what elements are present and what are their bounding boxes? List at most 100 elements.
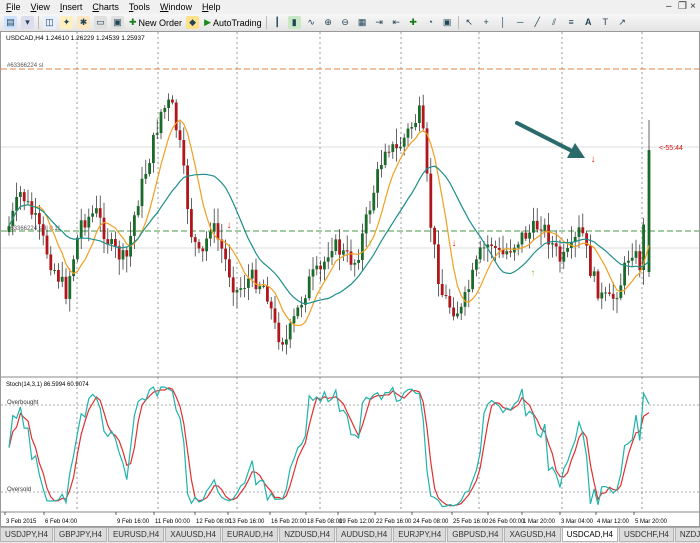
candlesticks-icon[interactable]: ▮: [287, 16, 301, 29]
new-order-icon: ✚: [129, 17, 137, 27]
candle-body: [102, 217, 106, 240]
candle-body: [87, 216, 91, 228]
zoom-out-icon[interactable]: ⊖: [341, 17, 349, 27]
terminal-icon[interactable]: ▭: [94, 16, 107, 29]
tab-euraud-h4[interactable]: EURAUD,H4: [222, 528, 279, 542]
bar-chart-icon[interactable]: ┃: [274, 17, 280, 27]
candle-body: [334, 239, 338, 252]
text-icon[interactable]: A: [584, 17, 592, 27]
buy-signal-arrow-icon: ↑: [531, 268, 536, 279]
trendline-icon[interactable]: ╱: [534, 17, 540, 27]
navigator-icon[interactable]: ✱: [77, 16, 90, 29]
tab-eurusd-h4[interactable]: EURUSD,H4: [107, 528, 165, 542]
new-order-button[interactable]: ✚ New Order: [129, 17, 183, 28]
fibonacci-icon[interactable]: ≡: [568, 17, 574, 27]
candle-body: [83, 220, 87, 228]
candle-body: [647, 150, 651, 272]
menu-window[interactable]: Window: [159, 2, 192, 12]
indicators-icon[interactable]: ✚: [409, 17, 417, 27]
close-icon[interactable]: ×: [690, 1, 696, 12]
tab-gbpjpy-h4[interactable]: GBPJPY,H4: [53, 528, 107, 542]
candle-body: [307, 276, 311, 299]
menu-charts[interactable]: Charts: [92, 2, 119, 12]
strategy-tester-icon[interactable]: ▣: [111, 16, 124, 29]
candle-body: [418, 105, 421, 123]
line-chart-icon[interactable]: ∿: [307, 17, 315, 27]
candle-body: [315, 265, 319, 270]
metaeditor-icon[interactable]: ◆: [186, 16, 200, 29]
candle-body: [121, 250, 125, 260]
vertical-line-icon[interactable]: │: [500, 17, 506, 27]
tab-nzdusd-h4[interactable]: NZDUSD,H4: [279, 528, 336, 542]
tile-windows-icon[interactable]: ▦: [357, 17, 367, 27]
candle-body: [410, 127, 414, 129]
candle-body: [125, 250, 129, 257]
candle-body: [623, 262, 626, 286]
candle-body: [478, 247, 482, 260]
market-watch-icon[interactable]: ◫: [43, 16, 56, 29]
menu-file[interactable]: File: [6, 2, 21, 12]
candle-body: [611, 293, 615, 299]
menu-help[interactable]: Help: [201, 2, 221, 12]
candle-body: [72, 259, 75, 277]
candle-body: [490, 244, 493, 246]
candle-body: [532, 220, 535, 233]
new-chart-icon[interactable]: ▤: [4, 16, 17, 29]
candle-body: [155, 133, 159, 135]
oversold-label: Oversold: [7, 487, 31, 493]
candle-body: [361, 233, 364, 260]
candle-body: [642, 224, 645, 270]
text-label-icon[interactable]: T: [602, 17, 608, 27]
candle-body: [589, 245, 592, 276]
minimize-icon[interactable]: –: [666, 1, 672, 12]
horizontal-line-icon[interactable]: ─: [516, 17, 524, 27]
candle-body: [231, 277, 235, 293]
periods-icon[interactable]: ◔: [427, 17, 433, 27]
usdcad-h4-chart[interactable]: USDCAD,H4 1.24610 1.26229 1.24539 1.2593…: [1, 32, 699, 526]
restore-icon[interactable]: ❐: [678, 1, 687, 12]
autotrading-button[interactable]: ▶ AutoTrading: [204, 17, 262, 28]
time-axis-label: 12 Feb 08:00: [196, 519, 232, 525]
tab-xauusd-h4[interactable]: XAUUSD,H4: [165, 528, 221, 542]
candle-body: [608, 292, 611, 294]
tab-eurjpy-h4[interactable]: EURJPY,H4: [393, 528, 447, 542]
candle-body: [171, 99, 174, 103]
candle-body: [239, 288, 243, 290]
candle-body: [395, 144, 398, 149]
tab-usdcad-h4[interactable]: USDCAD,H4: [561, 528, 618, 542]
annotation-arrow-head-icon: [567, 143, 585, 158]
tab-usdjpy-h4[interactable]: USDJPY,H4: [0, 528, 53, 542]
tab-gbpusd-h4[interactable]: GBPUSD,H4: [447, 528, 504, 542]
cursor-icon[interactable]: ↖: [465, 17, 473, 27]
crosshair-icon[interactable]: +: [483, 17, 489, 27]
tab-xagusd-h4[interactable]: XAGUSD,H4: [504, 528, 561, 542]
equidistant-channel-icon[interactable]: ⫽: [552, 17, 557, 27]
menu-tools[interactable]: Tools: [128, 2, 150, 12]
candle-body: [288, 323, 292, 340]
candle-body: [98, 208, 102, 218]
auto-scroll-icon[interactable]: ⇥: [375, 17, 383, 27]
stop-loss-label: #63366224 sl: [7, 63, 43, 69]
candle-body: [437, 244, 440, 285]
candle-body: [440, 284, 444, 296]
templates-icon[interactable]: ▣: [442, 17, 452, 27]
tab-audusd-h4[interactable]: AUDUSD,H4: [336, 528, 393, 542]
tab-nzdjpy-h4[interactable]: NZDJPY,H4: [674, 528, 700, 542]
candle-body: [304, 298, 307, 305]
arrows-icon[interactable]: ↗: [618, 17, 626, 27]
candle-body: [630, 257, 634, 261]
candle-body: [22, 192, 26, 202]
candle-body: [114, 239, 117, 247]
chart-window[interactable]: USDCAD,H4 1.24610 1.26229 1.24539 1.2593…: [0, 31, 700, 527]
candle-body: [494, 245, 497, 248]
zoom-in-icon[interactable]: ⊕: [324, 17, 332, 27]
menu-view[interactable]: View: [30, 2, 50, 12]
candle-body: [429, 173, 433, 228]
candle-body: [273, 308, 277, 323]
menu-insert[interactable]: Insert: [59, 2, 83, 12]
candle-body: [144, 173, 148, 179]
chart-shift-icon[interactable]: ⇤: [392, 17, 400, 27]
profiles-icon[interactable]: ▾: [21, 16, 34, 29]
tab-usdchf-h4[interactable]: USDCHF,H4: [618, 528, 674, 542]
data-window-icon[interactable]: ✦: [60, 16, 73, 29]
